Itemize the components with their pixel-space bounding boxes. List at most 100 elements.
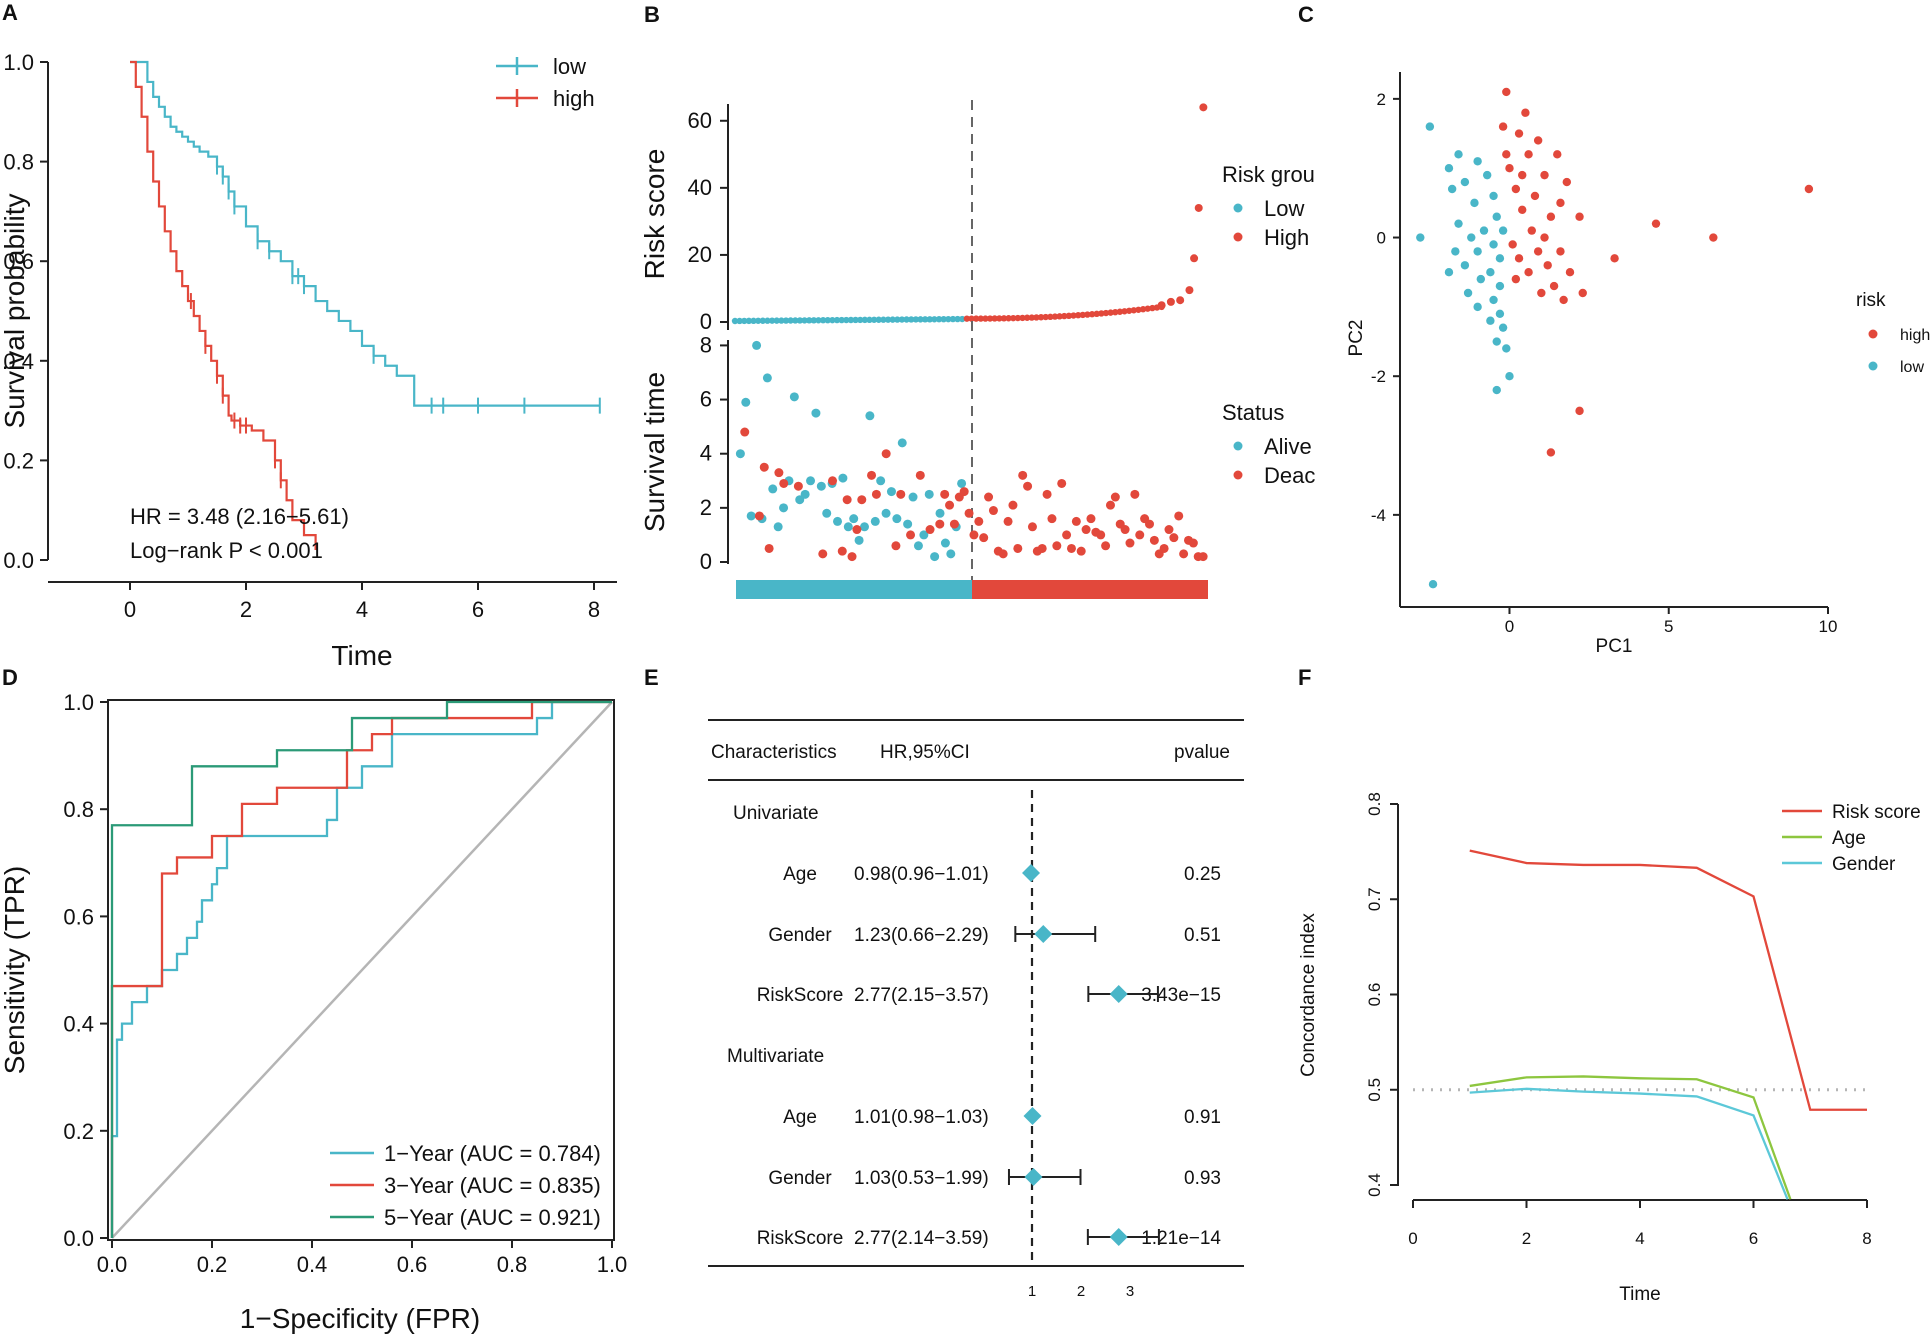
pca-point-low xyxy=(1492,337,1501,346)
km-curve-low xyxy=(130,60,600,407)
risk-point-high xyxy=(1074,312,1082,319)
row-ci: 2.77(2.14−3.59) xyxy=(854,1228,989,1249)
status-point-dead xyxy=(847,552,857,562)
status-point-alive xyxy=(892,514,902,524)
pca-point-low xyxy=(1454,219,1463,228)
y-axis-title: Sensitivity (TPR) xyxy=(0,866,30,1074)
row-pvalue: 0.25 xyxy=(1184,864,1221,885)
status-point-dead xyxy=(1086,514,1096,524)
risk-point-high xyxy=(1190,254,1199,263)
pca-point-low xyxy=(1428,580,1438,589)
panel-f-cindex: 0.4 0.5 0.6 0.7 0.8 0 2 4 6 8 Time Concordance inde… xyxy=(1298,792,1921,1305)
status-point-alive xyxy=(919,530,929,540)
risk-point-low xyxy=(768,317,776,324)
pca-point-high xyxy=(1511,274,1521,284)
panel-a-survival: 0.0 0.2 0.4 0.6 0.8 1.0 0 2 4 6 8 Time Survival prob… xyxy=(0,50,617,671)
pca-point-high xyxy=(1575,406,1584,416)
pca-point-high xyxy=(1537,288,1546,298)
x-axis-title: 1−Specificity (FPR) xyxy=(240,1303,480,1334)
status-point-dead xyxy=(1003,516,1013,526)
x-tick-label: 5 xyxy=(1664,617,1673,636)
status-point-alive xyxy=(897,438,907,448)
risk-point-high xyxy=(972,315,980,322)
x-tick-label: 0 xyxy=(1408,1229,1417,1248)
risk-point-high xyxy=(991,315,998,322)
x-tick-label: 0.8 xyxy=(497,1252,528,1277)
risk-point-low xyxy=(731,317,739,325)
status-point-dead xyxy=(867,470,877,480)
pca-point-high xyxy=(1540,233,1549,242)
y-tick-label: 0.4 xyxy=(1365,1173,1384,1197)
status-point-dead xyxy=(1071,516,1081,526)
x-tick-label: 8 xyxy=(1862,1229,1871,1248)
hr-diamond xyxy=(1024,1168,1043,1186)
y-tick-label: 0.8 xyxy=(63,797,94,822)
y-tick-label: 0.6 xyxy=(63,904,94,929)
legend-dot-low xyxy=(1233,203,1243,213)
risk-point-high xyxy=(1005,315,1012,322)
status-point-alive xyxy=(940,538,950,548)
row-name: Gender xyxy=(768,925,832,946)
status-point-alive xyxy=(924,489,934,499)
y-tick-label: 0 xyxy=(1377,229,1386,248)
status-point-dead xyxy=(969,530,979,540)
risk-point-high xyxy=(1084,311,1091,318)
risk-point-low xyxy=(889,316,896,323)
risk-point-high xyxy=(1121,308,1128,315)
diagonal-reference xyxy=(111,701,613,1239)
x-tick-label: 1.0 xyxy=(597,1252,628,1277)
status-point-dead xyxy=(1169,533,1179,543)
pca-point-high xyxy=(1543,261,1552,270)
risk-point-high xyxy=(1107,309,1114,316)
x-tick-label: 6 xyxy=(472,597,484,622)
pca-point-low xyxy=(1444,268,1454,277)
status-point-dead xyxy=(1110,492,1120,502)
risk-point-high xyxy=(1042,313,1049,321)
risk-point-low xyxy=(847,316,855,324)
legend-label: Risk score xyxy=(1832,802,1921,823)
pca-point-high xyxy=(1533,136,1543,145)
status-point-alive xyxy=(865,411,875,421)
pca-point-high xyxy=(1578,288,1587,298)
pca-point-low xyxy=(1473,302,1482,312)
status-point-alive xyxy=(913,541,923,551)
risk-point-low xyxy=(931,316,938,323)
status-point-dead xyxy=(906,530,916,540)
pca-point-low xyxy=(1492,385,1501,395)
risk-point-low xyxy=(819,317,827,324)
x-tick-label: 2 xyxy=(1522,1229,1531,1248)
status-point-alive xyxy=(843,522,853,532)
risk-point-high xyxy=(1065,312,1073,320)
top-y-tick-label: 40 xyxy=(688,175,712,200)
pca-point-low xyxy=(1495,281,1505,291)
legend-title-status: Status xyxy=(1222,400,1284,425)
x-tick-label: 1 xyxy=(1028,1283,1036,1300)
legend-label: 1−Year (AUC = 0.784) xyxy=(384,1141,601,1166)
pca-point-high xyxy=(1556,247,1565,256)
pca-point-high xyxy=(1565,268,1575,277)
group-bar-low xyxy=(736,580,972,599)
status-point-alive xyxy=(833,516,843,526)
status-point-dead xyxy=(837,546,847,556)
status-point-dead xyxy=(891,541,901,551)
risk-point-high xyxy=(1149,304,1156,312)
y-axis-title: Survival probability xyxy=(0,194,30,429)
roc-curve-5−Year xyxy=(110,700,612,1238)
row-pvalue: 3.43e−15 xyxy=(1141,985,1221,1006)
risk-point-high xyxy=(963,315,971,322)
risk-point-low xyxy=(805,317,813,324)
status-point-dead xyxy=(1023,481,1033,491)
status-point-dead xyxy=(979,533,989,543)
pca-point-high xyxy=(1505,164,1514,173)
x-axis-title: PC1 xyxy=(1596,636,1633,657)
pca-point-high xyxy=(1514,254,1524,263)
legend-label: Age xyxy=(1832,828,1866,849)
plot-frame xyxy=(107,699,615,1241)
status-point-dead xyxy=(1062,530,1072,540)
risk-point-low xyxy=(857,316,864,324)
risk-point-low xyxy=(861,316,869,324)
pca-point-low xyxy=(1489,240,1498,249)
panel-label-a: A xyxy=(2,0,18,25)
status-point-dead xyxy=(984,492,994,502)
pca-point-high xyxy=(1533,247,1543,256)
